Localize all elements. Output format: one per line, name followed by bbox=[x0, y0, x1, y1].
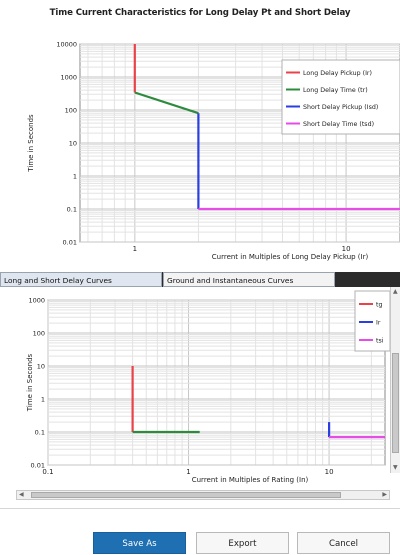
window-title: Time Current Characteristics for Long De… bbox=[0, 0, 400, 26]
y-tick-label: 10 bbox=[37, 363, 45, 371]
tab-ground-instantaneous-curves[interactable]: Ground and Instantaneous Curves bbox=[163, 272, 335, 287]
scroll-down-arrow-icon[interactable]: ▼ bbox=[393, 464, 398, 471]
save-as-button[interactable]: Save As bbox=[93, 532, 186, 554]
legend-label: Ir bbox=[376, 320, 381, 327]
legend-label: tsi bbox=[376, 338, 384, 345]
x-axis-label: Current in Multiples of Long Delay Picku… bbox=[212, 253, 369, 261]
tab-bar: Long and Short Delay Curves Ground and I… bbox=[0, 272, 400, 287]
legend-box bbox=[281, 59, 400, 135]
y-tick-label: 1000 bbox=[28, 297, 45, 305]
y-tick-label: 100 bbox=[33, 330, 45, 338]
legend-label: Short Delay Pickup (Isd) bbox=[303, 104, 378, 111]
scroll-up-arrow-icon[interactable]: ▲ bbox=[393, 288, 398, 295]
y-axis-label: Time in Seconds bbox=[26, 353, 34, 412]
legend-label: Long Delay Pickup (Ir) bbox=[303, 70, 372, 77]
y-tick-label: 10000 bbox=[56, 41, 77, 49]
x-tick-label: 1 bbox=[133, 245, 137, 253]
x-tick-label: 10 bbox=[342, 245, 351, 253]
cancel-button[interactable]: Cancel bbox=[297, 532, 390, 554]
x-tick-label: 10 bbox=[325, 468, 334, 476]
plot-area bbox=[47, 299, 386, 466]
y-tick-label: 0.01 bbox=[31, 462, 45, 470]
y-tick-label: 10 bbox=[69, 140, 77, 148]
legend-label: tg bbox=[376, 302, 382, 309]
legend-label: Long Delay Time (tr) bbox=[303, 87, 368, 94]
export-button[interactable]: Export bbox=[196, 532, 289, 554]
horizontal-scrollbar[interactable]: ◀ ▶ bbox=[16, 490, 390, 500]
vertical-scroll-thumb[interactable] bbox=[392, 353, 399, 453]
y-tick-label: 0.1 bbox=[35, 429, 45, 437]
vertical-scrollbar[interactable]: ▲ ▼ bbox=[390, 287, 400, 473]
divider bbox=[0, 508, 400, 509]
series-line bbox=[134, 91, 199, 115]
scroll-right-arrow-icon[interactable]: ▶ bbox=[382, 491, 387, 498]
horizontal-scroll-thumb[interactable] bbox=[31, 492, 341, 498]
x-tick-label: 1 bbox=[186, 468, 190, 476]
y-tick-label: 1 bbox=[73, 173, 77, 181]
y-axis-label: Time in Seconds bbox=[27, 114, 35, 173]
tab-long-short-delay-curves[interactable]: Long and Short Delay Curves bbox=[0, 272, 162, 287]
grid bbox=[47, 299, 385, 466]
y-tick-label: 100 bbox=[65, 107, 77, 115]
scroll-left-arrow-icon[interactable]: ◀ bbox=[19, 491, 24, 498]
y-tick-label: 0.1 bbox=[67, 206, 77, 214]
y-tick-label: 0.01 bbox=[63, 239, 77, 247]
y-tick-label: 1000 bbox=[60, 74, 77, 82]
x-axis-label: Current in Multiples of Rating (In) bbox=[192, 476, 309, 484]
legend-label: Short Delay Time (tsd) bbox=[303, 121, 374, 128]
legend: tg Ir tsi bbox=[354, 290, 390, 352]
x-tick-label: 0.1 bbox=[42, 468, 53, 476]
y-tick-label: 1 bbox=[41, 396, 45, 404]
legend: Long Delay Pickup (Ir) Long Delay Time (t… bbox=[281, 59, 400, 135]
